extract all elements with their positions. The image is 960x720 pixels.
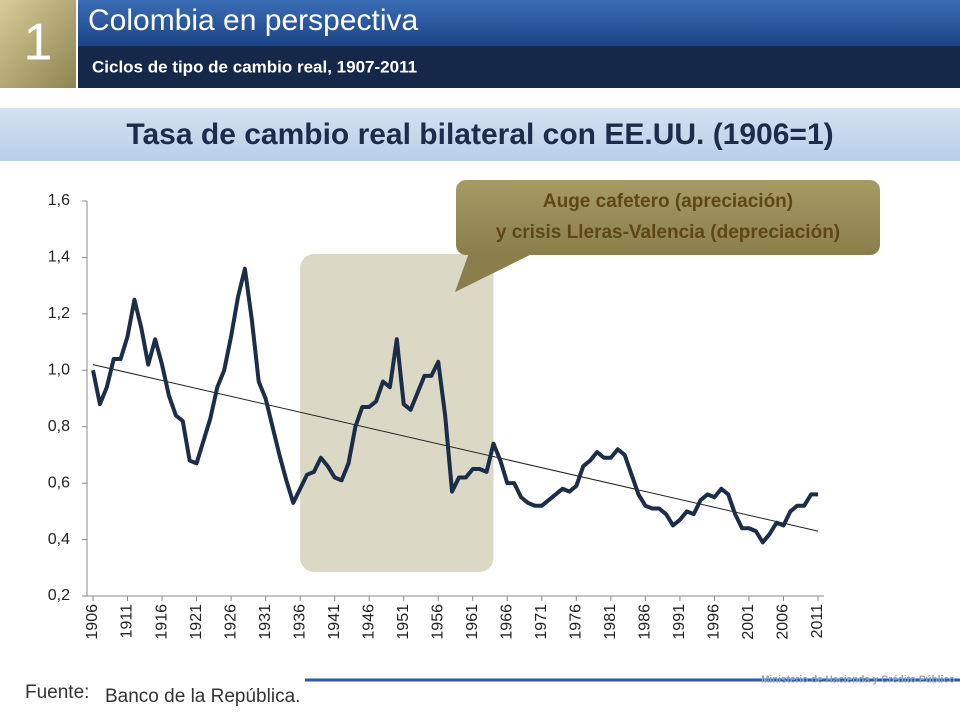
annotation: Auge cafetero (apreciación) xyxy=(543,191,793,212)
x-tick-label: 2001 xyxy=(740,604,757,640)
x-tick-label: 1936 xyxy=(291,604,308,640)
plot: 0,2 0,4 0,6 0,8 1,0 1,2 1,4 1,6 1906 1911 1916 1921… xyxy=(48,192,826,639)
x-tick-label: 1926 xyxy=(222,604,239,640)
x-tick-label: 1956 xyxy=(429,604,446,640)
source-label: Fuente: xyxy=(25,682,89,703)
ministry: Ministerio de Hacienda y Crédito Público xyxy=(761,675,955,686)
x-tick-label: 1986 xyxy=(637,604,654,640)
y-tick-label: 1,4 xyxy=(48,249,70,266)
subheading: Ciclos de tipo de cambio real, 1907-2011 xyxy=(92,57,417,76)
x-tick-label: 1961 xyxy=(464,604,481,640)
x-tick-label: 1996 xyxy=(706,604,723,640)
source: Banco de la República. xyxy=(105,686,300,707)
x-tick-label: 1971 xyxy=(533,604,550,640)
y-tick-label: 0,8 xyxy=(48,418,70,435)
highlight-region xyxy=(300,254,494,572)
series-line xyxy=(91,266,818,545)
x-tick-label: 1921 xyxy=(188,604,205,640)
title-band xyxy=(0,108,960,161)
x-tick-label: 1981 xyxy=(602,604,619,640)
y-tick-label: 1,6 xyxy=(48,192,70,209)
x-tick-label: 1976 xyxy=(568,604,585,640)
x-tick-label: 1916 xyxy=(153,604,170,640)
x-tick-label: 1966 xyxy=(499,604,516,640)
chart-title: Tasa de cambio real bilateral con EE.UU.… xyxy=(126,118,833,151)
callout-tail xyxy=(455,250,540,292)
x-tick-label: 1906 xyxy=(84,604,101,640)
x-tick-label: 1946 xyxy=(360,604,377,640)
number-box xyxy=(0,0,76,88)
subheader-bar xyxy=(78,46,960,88)
y-tick-label: 1,2 xyxy=(48,305,70,322)
x-tick-label: 1941 xyxy=(326,604,343,640)
y-tick-label: 1,0 xyxy=(48,362,70,379)
slide-number: 1 xyxy=(24,14,53,72)
y-tick-label: 0,6 xyxy=(48,474,70,491)
x-tick-label: 1911 xyxy=(119,604,136,639)
x-tick-label: 1931 xyxy=(257,604,274,640)
heading: Colombia en perspectiva xyxy=(88,4,418,37)
y-tick-label: 0,2 xyxy=(48,587,70,604)
annotation: y crisis Lleras-Valencia (depreciación) xyxy=(496,222,840,243)
y-tick-label: 0,4 xyxy=(48,531,70,548)
x-tick-label: 2011 xyxy=(809,604,826,639)
header-bar xyxy=(78,0,960,46)
x-tick-label: 1991 xyxy=(671,604,688,640)
x-tick-label: 2006 xyxy=(775,604,792,640)
x-tick-label: 1951 xyxy=(395,604,412,640)
callout xyxy=(456,180,880,255)
